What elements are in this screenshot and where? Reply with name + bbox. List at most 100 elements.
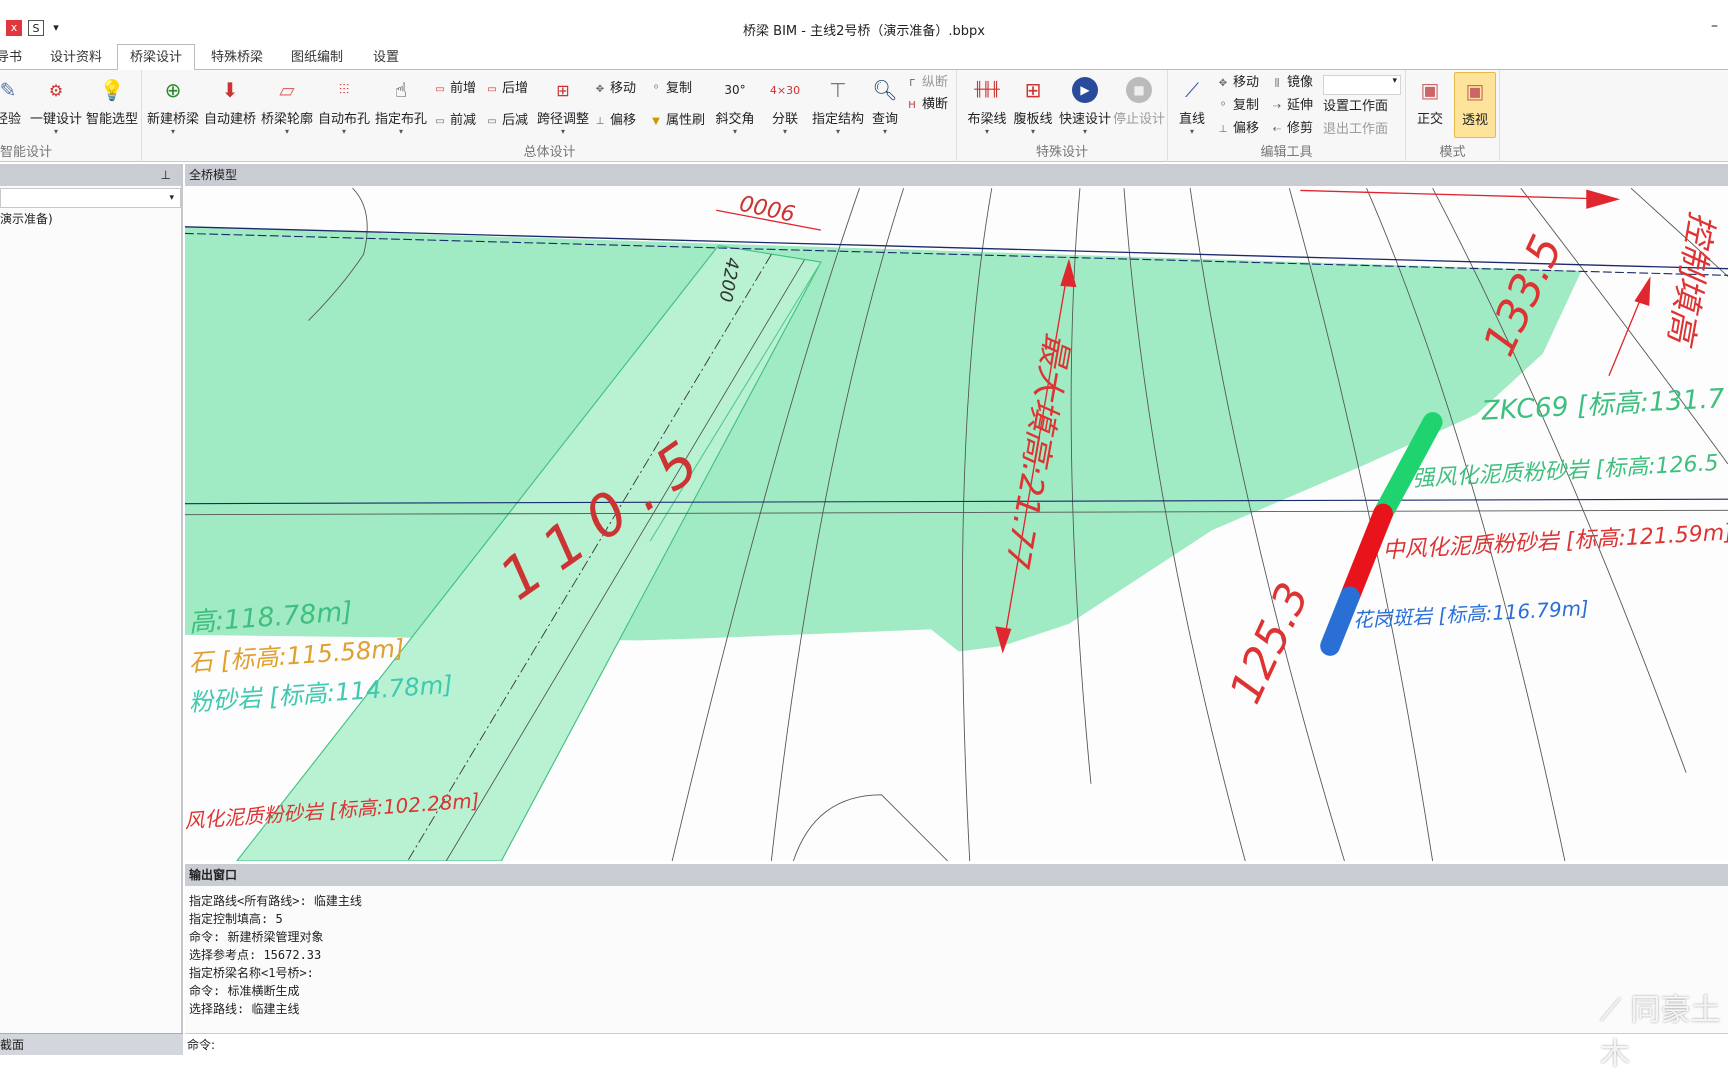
tab-guide[interactable]: 导书 xyxy=(0,50,22,65)
front-add-icon: ▭ xyxy=(435,84,445,95)
web-line-button[interactable]: ⊞ 腹板线 ▾ xyxy=(1005,72,1061,142)
move-icon: ✥ xyxy=(595,84,605,95)
bridge-outline-button[interactable]: ▱ 桥梁轮廓 ▾ xyxy=(259,72,315,142)
group-label: 编辑工具 xyxy=(1260,145,1313,160)
trim-button[interactable]: ⇠ 修剪 xyxy=(1270,118,1313,140)
extend-button[interactable]: ⇢ 延伸 xyxy=(1270,95,1313,117)
one-key-design-button[interactable]: ⚙ 一键设计 ▾ xyxy=(28,72,84,142)
query-button[interactable]: 🔍︎ 查询 ▾ xyxy=(865,72,905,142)
assign-hole-button[interactable]: ☝ 指定布孔 ▾ xyxy=(373,72,429,142)
group-label: 特殊设计 xyxy=(1035,145,1088,160)
brush-icon: ▼ xyxy=(652,116,660,127)
command-input[interactable]: 命令: xyxy=(185,1033,1728,1055)
back-add-button[interactable]: ▭ 后增 xyxy=(485,78,528,100)
borehole-label: ZKC69 [标高:131.7 xyxy=(1480,383,1726,427)
cube-icon: ▣ xyxy=(1420,78,1440,102)
split-icon: 4×30 xyxy=(769,83,801,97)
back-reduce-button[interactable]: ▭ 后减 xyxy=(485,110,528,132)
log-line: 命令: 新建桥梁管理对象 xyxy=(189,930,324,944)
edit-move-button[interactable]: ✥ 移动 xyxy=(1216,72,1259,94)
line-button[interactable]: ⟋ 直线 ▾ xyxy=(1168,72,1216,142)
fill-region xyxy=(185,226,1582,652)
app-icon[interactable]: S xyxy=(28,20,44,36)
move-button[interactable]: ✥ 移动 xyxy=(593,78,636,100)
auto-hole-button[interactable]: ⫶⫶⫶ 自动布孔 ▾ xyxy=(316,72,372,142)
bridge-select-dropdown[interactable]: ▾ xyxy=(0,188,181,208)
auto-build-button[interactable]: ⬇ 自动建桥 xyxy=(202,72,258,142)
work-plane-select[interactable]: ▾ xyxy=(1323,75,1401,95)
front-reduce-button[interactable]: ▭ 前减 xyxy=(433,110,476,132)
tab-settings[interactable]: 设置 xyxy=(372,50,399,65)
control-fill-label: 控制填高 xyxy=(1660,209,1722,351)
skew-angle-icon: 30° xyxy=(724,83,746,97)
borehole[interactable] xyxy=(1320,412,1443,656)
output-title: 输出窗口 xyxy=(185,864,1728,886)
split-unit-button[interactable]: 4×30 分联 ▾ xyxy=(757,72,813,142)
tab-bridge-design[interactable]: 桥梁设计 xyxy=(117,44,195,71)
front-add-button[interactable]: ▭ 前增 xyxy=(433,78,476,100)
left-panel: ⊥ ▾ 演示准备) xyxy=(0,164,183,1033)
minimize-button[interactable]: – xyxy=(1711,18,1718,34)
smart-select-button[interactable]: 💡 智能选型 xyxy=(84,72,140,142)
command-prompt: 命令: xyxy=(187,1038,216,1052)
auto-design-icon: ⚙ xyxy=(48,80,64,100)
edit-copy-button[interactable]: ⁰ 复制 xyxy=(1216,95,1259,117)
experience-button[interactable]: ✎ 经验 xyxy=(0,72,36,142)
pin-icon[interactable]: ⊥ xyxy=(160,168,171,182)
bridge-deck xyxy=(236,244,822,861)
left-panel-header: ⊥ xyxy=(0,164,181,186)
span-adjust-button[interactable]: ⊞ 跨径调整 ▾ xyxy=(535,72,591,142)
layer-label: 中风化泥质粉砂岩 [标高:121.59m] xyxy=(1382,520,1728,563)
web-line-icon: ⊞ xyxy=(1024,78,1042,102)
cross-section-button[interactable]: H 横断 xyxy=(905,94,948,116)
log-line: 选择路线: 临建主线 xyxy=(189,1002,300,1016)
layer-label: 花岗斑岩 [标高:116.79m] xyxy=(1352,597,1589,632)
stop-icon: ■ xyxy=(1122,74,1156,106)
log-line: 指定桥梁名称<1号桥>: xyxy=(189,966,314,980)
copy-button[interactable]: ⁰ 复制 xyxy=(649,78,692,100)
dim-label: 125.3 xyxy=(1220,575,1320,711)
group-label: 智能设计 xyxy=(0,145,53,160)
tab-drawing[interactable]: 图纸编制 xyxy=(290,50,343,65)
offset-button[interactable]: ⊥ 偏移 xyxy=(593,110,636,132)
assign-structure-button[interactable]: ⊤ 指定结构 ▾ xyxy=(807,72,869,142)
ribbon-tabs: 导书 设计资料 桥梁设计 特殊桥梁 图纸编制 设置 xyxy=(0,44,1728,71)
front-reduce-icon: ▭ xyxy=(435,116,445,127)
title-bar: x S ▾ 桥梁 BIM - 主线2号桥（演示准备）.bbpx – xyxy=(0,0,1728,44)
quick-access-dropdown[interactable]: ▾ xyxy=(53,21,59,34)
perspective-button[interactable]: ▣ 透视 xyxy=(1454,72,1496,138)
copy-icon: ⁰ xyxy=(1220,101,1225,112)
new-bridge-button[interactable]: ⊕ 新建桥梁 ▾ xyxy=(145,72,201,142)
experience-icon: ✎ xyxy=(0,78,17,102)
layer-label: 石 [标高:115.58m] xyxy=(188,633,405,677)
format-painter-button[interactable]: ▼ 属性刷 xyxy=(649,110,705,132)
output-log: 指定路线<所有路线>: 临建主线 指定控制填高: 5 命令: 新建桥梁管理对象 … xyxy=(185,886,1728,1018)
orthographic-button[interactable]: ▣ 正交 xyxy=(1410,72,1450,142)
move-icon: ✥ xyxy=(1218,78,1228,89)
quick-design-button[interactable]: ▶ 快速设计 ▾ xyxy=(1055,72,1115,142)
close-icon[interactable]: x xyxy=(6,20,22,36)
extend-icon: ⇢ xyxy=(1272,101,1282,112)
watermark-logo: ⟋ 同豪土木 xyxy=(1600,993,1721,1072)
magnifier-icon: 🔍︎ xyxy=(872,78,898,102)
log-line: 命令: 标准横断生成 xyxy=(189,984,300,998)
mirror-button[interactable]: ⫼ 镜像 xyxy=(1270,72,1313,94)
stop-design-button[interactable]: ■ 停止设计 xyxy=(1109,72,1169,142)
copy-icon: ⁰ xyxy=(653,84,658,95)
edit-offset-button[interactable]: ⊥ 偏移 xyxy=(1216,118,1259,140)
longitudinal-button[interactable]: Γ 纵断 xyxy=(905,72,948,94)
tab-design-data[interactable]: 设计资料 xyxy=(49,50,102,65)
ribbon: ✎ 经验 ⚙ 一键设计 ▾ 💡 智能选型 智能设计 ⊕ 新建桥梁 ▾ ⬇ 自动建桥 ▱ 桥梁轮廓… xyxy=(0,70,1728,162)
skew-angle-button[interactable]: 30° 斜交角 ▾ xyxy=(707,72,763,142)
set-work-plane-button[interactable]: 设置工作面 xyxy=(1323,99,1389,114)
back-reduce-icon: ▭ xyxy=(487,116,497,127)
tree-item[interactable]: 演示准备) xyxy=(0,212,53,226)
log-line: 选择参考点: 15672.33 xyxy=(189,948,322,962)
beam-line-button[interactable]: ╫╫╫ 布梁线 ▾ xyxy=(959,72,1015,142)
section-tab[interactable]: 截面 xyxy=(0,1033,183,1055)
group-mode: ▣ 正交 ▣ 透视 模式 xyxy=(1406,70,1500,162)
tab-special-bridge[interactable]: 特殊桥梁 xyxy=(210,50,263,65)
group-smart-design: ✎ 经验 ⚙ 一键设计 ▾ 💡 智能选型 智能设计 xyxy=(0,70,142,162)
model-view[interactable]: 0006 4200 110.5 最大填高:21.77 133.5 125.3 控… xyxy=(185,186,1728,861)
exit-work-plane-button[interactable]: 退出工作面 xyxy=(1323,122,1389,137)
